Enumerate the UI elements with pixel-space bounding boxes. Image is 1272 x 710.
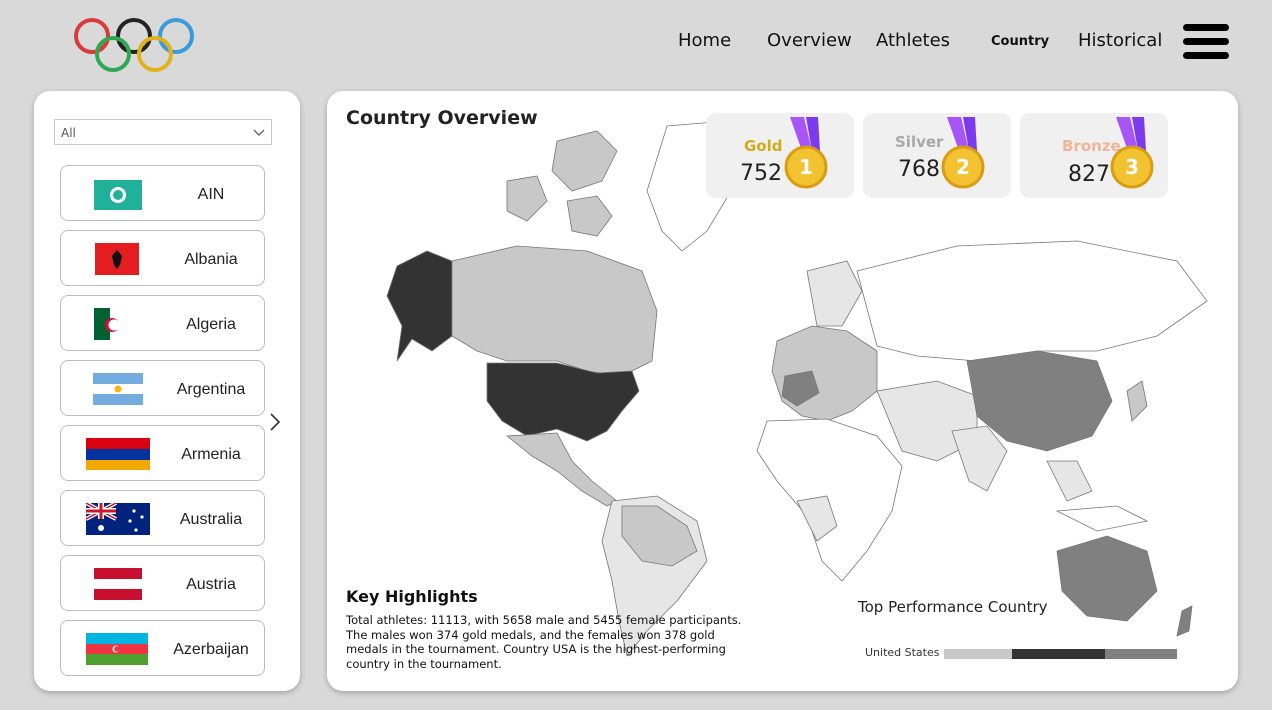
armenia-flag-icon [86, 438, 150, 470]
country-slicer-dropdown[interactable]: All [54, 119, 272, 145]
country-button-austria[interactable]: Austria [60, 555, 265, 611]
bronze-medal-card: Bronze 827 3 [1020, 113, 1168, 198]
top-performance-country: United States [865, 646, 940, 659]
performance-bar-segment [944, 649, 1012, 659]
performance-bar-segment [1105, 649, 1177, 659]
country-name: Albania [184, 251, 238, 268]
silver-count: 768 [898, 157, 940, 182]
nav-historical[interactable]: Historical [1078, 30, 1163, 51]
map-region-europe [771, 325, 878, 422]
map-region-russia [856, 240, 1208, 362]
gold-medal-icon: 1 [784, 117, 828, 189]
silver-medal-card: Silver 768 2 [863, 113, 1011, 198]
key-highlights-text: Total athletes: 11113, with 5658 male an… [346, 613, 742, 671]
country-name: Australia [179, 511, 243, 528]
country-overview-panel: Country Overview [327, 91, 1238, 691]
olympic-rings-logo [74, 18, 194, 72]
country-name: Azerbaijan [173, 641, 249, 658]
map-region-canada [451, 245, 658, 377]
algeria-flag-icon [94, 308, 126, 340]
map-region-africa [756, 418, 903, 582]
argentina-flag-icon [93, 373, 143, 405]
performance-bar-segment [1012, 649, 1105, 659]
gold-count: 752 [740, 161, 782, 186]
map-region-alaska [386, 250, 453, 362]
austria-flag-icon [94, 568, 142, 600]
country-name: Argentina [176, 381, 246, 398]
world-map[interactable] [357, 121, 1227, 661]
gold-label: Gold [744, 137, 783, 155]
country-name: Algeria [186, 316, 236, 333]
country-list-panel: All AIN Albania [34, 91, 300, 691]
country-name: Armenia [181, 446, 241, 463]
nav-athletes[interactable]: Athletes [876, 30, 951, 51]
chevron-down-icon [253, 129, 265, 136]
page-title: Country Overview [346, 107, 538, 129]
nav-country[interactable]: Country [991, 34, 1050, 49]
country-button-australia[interactable]: Australia [60, 490, 265, 546]
medal-rank-number: 3 [1125, 155, 1139, 179]
nav-home[interactable]: Home [678, 30, 732, 51]
australia-flag-icon [86, 503, 150, 535]
slicer-selected-value: All [61, 126, 76, 140]
silver-medal-icon: 2 [941, 117, 985, 189]
chevron-right-icon[interactable] [268, 412, 282, 432]
gold-medal-card: Gold 752 1 [706, 113, 854, 198]
bronze-medal-icon: 3 [1110, 117, 1154, 189]
map-region-usa [486, 362, 640, 442]
bronze-label: Bronze [1062, 137, 1121, 155]
map-region-japan [1126, 380, 1148, 422]
country-name: AIN [197, 186, 225, 203]
map-region-india [951, 425, 1008, 492]
top-performance-title: Top Performance Country [858, 598, 1048, 616]
country-button-algeria[interactable]: Algeria [60, 295, 265, 351]
map-region-australia [1056, 535, 1158, 622]
albania-flag-icon [95, 243, 139, 275]
map-region-china [966, 350, 1113, 452]
country-button-azerbaijan[interactable]: Azerbaijan [60, 620, 265, 676]
country-name: Austria [186, 576, 236, 593]
country-button-albania[interactable]: Albania [60, 230, 265, 286]
map-region-mexico [505, 432, 618, 507]
country-button-argentina[interactable]: Argentina [60, 360, 265, 416]
map-region-arctic-islands [551, 130, 618, 192]
medal-rank-number: 1 [799, 155, 813, 179]
bronze-count: 827 [1068, 162, 1110, 187]
ain-flag-icon [94, 180, 142, 210]
medal-rank-number: 2 [956, 155, 970, 179]
map-region-scandinavia [806, 260, 863, 327]
map-region-france [781, 370, 820, 407]
nav-overview[interactable]: Overview [767, 30, 852, 51]
azerbaijan-flag-icon [86, 633, 148, 665]
silver-label: Silver [895, 133, 944, 151]
hamburger-menu-icon[interactable] [1183, 24, 1229, 60]
country-button-armenia[interactable]: Armenia [60, 425, 265, 481]
key-highlights-title: Key Highlights [346, 587, 478, 606]
country-button-ain[interactable]: AIN [60, 165, 265, 221]
